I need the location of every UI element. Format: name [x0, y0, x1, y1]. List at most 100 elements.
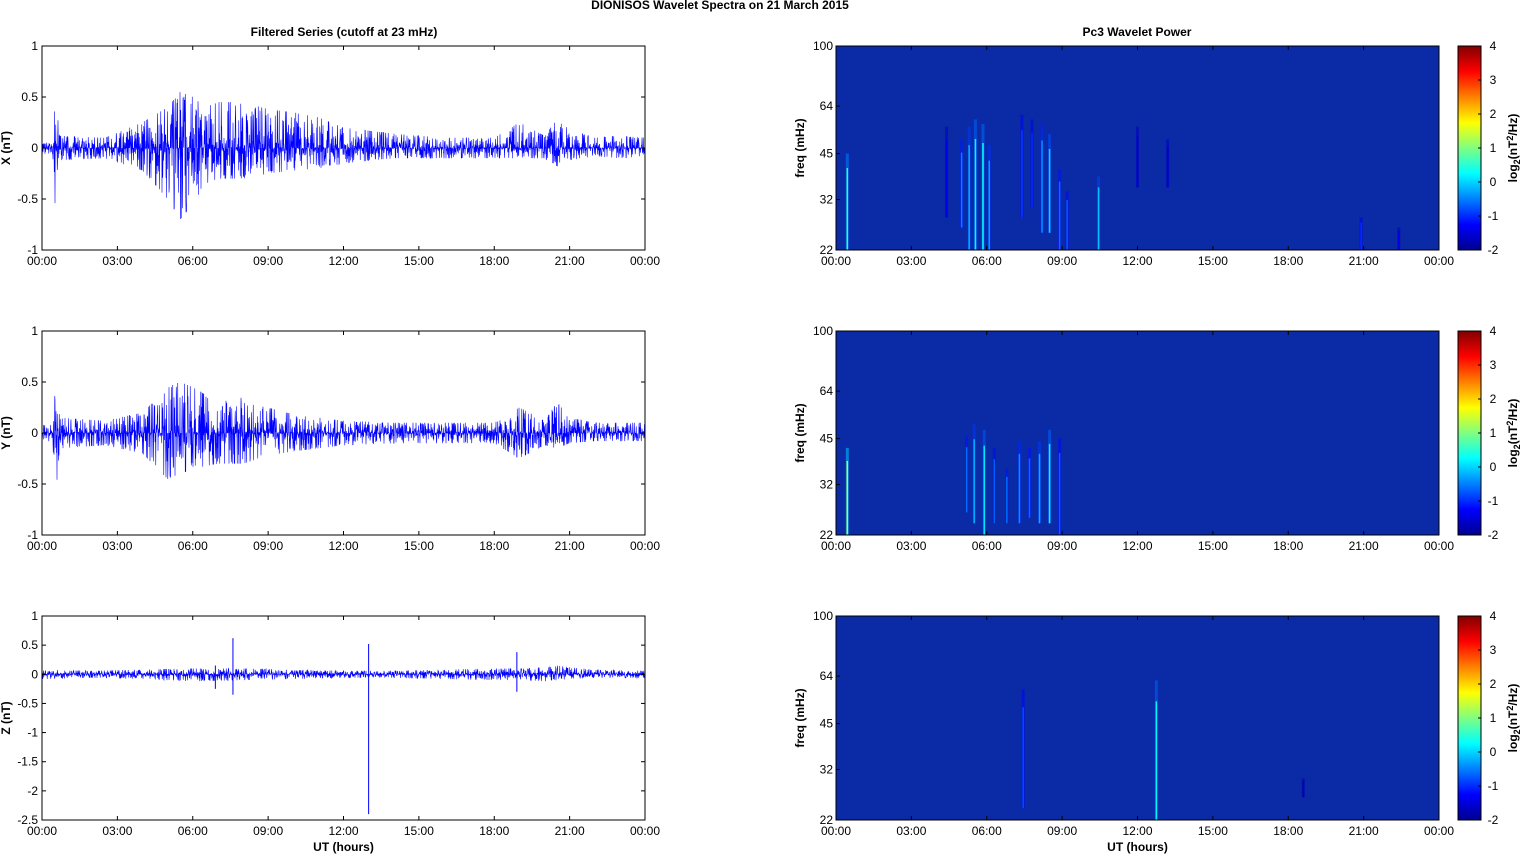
z-filtered-x-tick-label: 21:00 — [555, 824, 585, 838]
y-wavelet-y-tick-label: 45 — [820, 432, 834, 446]
x-wavelet-streak — [974, 138, 977, 250]
y-filtered-x-tick-label: 00:00 — [27, 539, 57, 553]
x-wavelet-y-axis-label: freq (mHz) — [793, 118, 807, 177]
x-wavelet-y-tick-label: 64 — [820, 99, 834, 113]
y-wavelet-colorbar-tick-label: 1 — [1490, 426, 1497, 440]
x-filtered-x-tick-label: 18:00 — [479, 254, 509, 268]
y-wavelet-streak — [1048, 443, 1051, 524]
z-wavelet-colorbar-tick-label: -2 — [1488, 813, 1499, 827]
y-wavelet-x-tick-label: 15:00 — [1198, 539, 1228, 553]
x-wavelet-streak — [968, 145, 970, 250]
y-filtered-x-tick-label: 00:00 — [630, 539, 660, 553]
z-wavelet-x-tick-label: 12:00 — [1122, 824, 1152, 838]
y-filtered-y-tick-label: -0.5 — [17, 477, 38, 491]
z-filtered-x-axis-label: UT (hours) — [313, 840, 374, 854]
x-filtered-x-tick-label: 21:00 — [555, 254, 585, 268]
z-wavelet-streak — [1302, 781, 1305, 798]
x-filtered-x-tick-label: 06:00 — [178, 254, 208, 268]
y-wavelet-streak — [1028, 458, 1031, 518]
x-wavelet-x-tick-label: 00:00 — [821, 254, 851, 268]
z-filtered-y-tick-label: 1 — [31, 609, 38, 623]
y-wavelet-streak — [973, 439, 975, 524]
y-wavelet-x-tick-label: 00:00 — [1424, 539, 1454, 553]
y-filtered-series-line — [41, 382, 646, 480]
y-filtered-y-tick-label: -1 — [27, 528, 38, 542]
y-wavelet-streak — [1058, 453, 1061, 535]
y-wavelet-y-tick-label: 32 — [820, 478, 834, 492]
z-wavelet-colorbar — [1457, 615, 1482, 821]
x-filtered-y-tick-label: 1 — [31, 39, 38, 53]
z-wavelet-y-axis-label: freq (mHz) — [793, 688, 807, 747]
z-wavelet-x-tick-label: 06:00 — [972, 824, 1002, 838]
x-filtered-x-tick-label: 09:00 — [253, 254, 283, 268]
y-wavelet-streak — [993, 459, 996, 524]
x-wavelet-colorbar-tick-label: 4 — [1490, 39, 1497, 53]
y-wavelet-y-tick-label: 100 — [813, 324, 833, 338]
z-filtered-x-tick-label: 15:00 — [404, 824, 434, 838]
z-wavelet-colorbar-tick-label: 2 — [1490, 677, 1497, 691]
y-wavelet-y-tick-label: 22 — [820, 528, 834, 542]
z-wavelet-x-tick-label: 21:00 — [1349, 824, 1379, 838]
x-wavelet-x-tick-label: 21:00 — [1349, 254, 1379, 268]
x-wavelet-x-tick-label: 06:00 — [972, 254, 1002, 268]
y-wavelet-x-tick-label: 09:00 — [1047, 539, 1077, 553]
x-wavelet-colorbar-tick-label: 2 — [1490, 107, 1497, 121]
y-filtered-x-tick-label: 21:00 — [555, 539, 585, 553]
z-wavelet-x-tick-label: 00:00 — [821, 824, 851, 838]
y-filtered-panel: 10.50-0.5-100:00 03:00 06:00 09:00 12:00 15:0… — [0, 324, 660, 553]
x-wavelet-x-tick-label: 18:00 — [1273, 254, 1303, 268]
y-wavelet-colorbar-tick-label: -2 — [1488, 528, 1499, 542]
z-wavelet-y-tick-label: 64 — [820, 669, 834, 683]
x-wavelet-colorbar-tick-label: 3 — [1490, 73, 1497, 87]
z-wavelet-colorbar-tick-label: 4 — [1490, 609, 1497, 623]
x-filtered-x-tick-label: 00:00 — [27, 254, 57, 268]
y-filtered-y-tick-label: 0 — [31, 426, 38, 440]
y-filtered-y-axis-label: Y (nT) — [0, 416, 13, 450]
x-wavelet-colorbar-tick-label: 0 — [1490, 175, 1497, 189]
x-wavelet-y-tick-label: 100 — [813, 39, 833, 53]
z-wavelet-colorbar-tick-label: 1 — [1490, 711, 1497, 725]
x-wavelet-x-tick-label: 03:00 — [896, 254, 926, 268]
x-wavelet-streak — [846, 168, 849, 250]
z-filtered-y-tick-label: 0 — [31, 667, 38, 681]
x-wavelet-streak — [960, 152, 963, 228]
y-wavelet-background — [836, 331, 1439, 535]
y-wavelet-x-tick-label: 21:00 — [1349, 539, 1379, 553]
x-filtered-y-tick-label: 0.5 — [21, 90, 38, 104]
x-filtered-series-line — [41, 92, 646, 220]
z-wavelet-colorbar-tick-label: 0 — [1490, 745, 1497, 759]
z-wavelet-y-tick-label: 100 — [813, 609, 833, 623]
right-column-title: Pc3 Wavelet Power — [1083, 25, 1192, 39]
x-wavelet-streak — [1360, 222, 1362, 250]
x-wavelet-streak — [1021, 130, 1023, 218]
x-filtered-x-tick-label: 00:00 — [630, 254, 660, 268]
x-wavelet-streak — [1136, 135, 1139, 188]
y-wavelet-streak — [1006, 476, 1008, 524]
z-filtered-plot-area — [42, 616, 645, 820]
x-filtered-y-tick-label: -1 — [27, 243, 38, 257]
z-wavelet-streak — [1155, 701, 1158, 820]
x-filtered-y-tick-label: -0.5 — [17, 192, 38, 206]
z-wavelet-colorbar-tick-label: 3 — [1490, 643, 1497, 657]
z-wavelet-x-axis-label: UT (hours) — [1107, 840, 1168, 854]
z-filtered-y-tick-label: -1 — [27, 726, 38, 740]
z-wavelet-background — [836, 616, 1439, 820]
z-wavelet-x-tick-label: 15:00 — [1198, 824, 1228, 838]
y-wavelet-x-tick-label: 00:00 — [821, 539, 851, 553]
x-wavelet-y-tick-label: 45 — [820, 147, 834, 161]
x-filtered-x-tick-label: 03:00 — [102, 254, 132, 268]
y-filtered-x-tick-label: 06:00 — [178, 539, 208, 553]
x-wavelet-x-tick-label: 12:00 — [1122, 254, 1152, 268]
y-wavelet-x-tick-label: 12:00 — [1122, 539, 1152, 553]
y-wavelet-colorbar — [1457, 330, 1482, 536]
y-wavelet-colorbar-tick-label: 3 — [1490, 358, 1497, 372]
z-filtered-x-tick-label: 00:00 — [630, 824, 660, 838]
left-column-title: Filtered Series (cutoff at 23 mHz) — [251, 25, 438, 39]
x-wavelet-streak — [1066, 200, 1068, 250]
z-filtered-y-tick-label: 0.5 — [21, 638, 38, 652]
x-wavelet-colorbar-tick-label: 1 — [1490, 141, 1497, 155]
z-wavelet-x-tick-label: 03:00 — [896, 824, 926, 838]
